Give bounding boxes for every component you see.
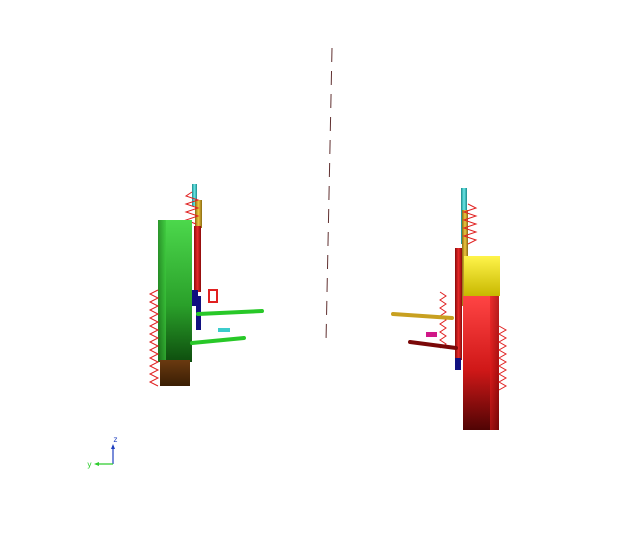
right-lower-link: [408, 340, 458, 350]
center-axis-line: [325, 47, 333, 343]
right-magenta-part: [426, 332, 437, 337]
left-strut-rod: [194, 226, 201, 292]
z-axis-label: z: [113, 435, 118, 444]
left-strut-spring: [184, 191, 200, 225]
left-lower-link: [190, 336, 246, 345]
left-small-box: [208, 289, 218, 303]
left-wheel-assembly[interactable]: [148, 184, 264, 387]
right-tire-spring: [497, 325, 508, 391]
left-knuckle: [192, 290, 198, 306]
right-inner-spring: [439, 291, 447, 349]
left-tire-spring: [148, 289, 160, 387]
left-strut-upper: [195, 200, 202, 228]
left-cyan-part: [218, 328, 230, 332]
left-hub-base: [160, 360, 190, 386]
right-yellow-block: [464, 256, 500, 296]
orientation-triad: z y: [87, 435, 118, 469]
left-upper-link: [196, 309, 264, 316]
right-strut-rod: [455, 248, 462, 360]
right-knuckle: [455, 358, 461, 370]
right-upper-link: [391, 312, 454, 320]
left-strut-top: [192, 184, 197, 206]
right-wheel-assembly[interactable]: [391, 188, 508, 430]
right-strut-spring: [462, 203, 478, 245]
y-axis-label: y: [87, 460, 92, 469]
